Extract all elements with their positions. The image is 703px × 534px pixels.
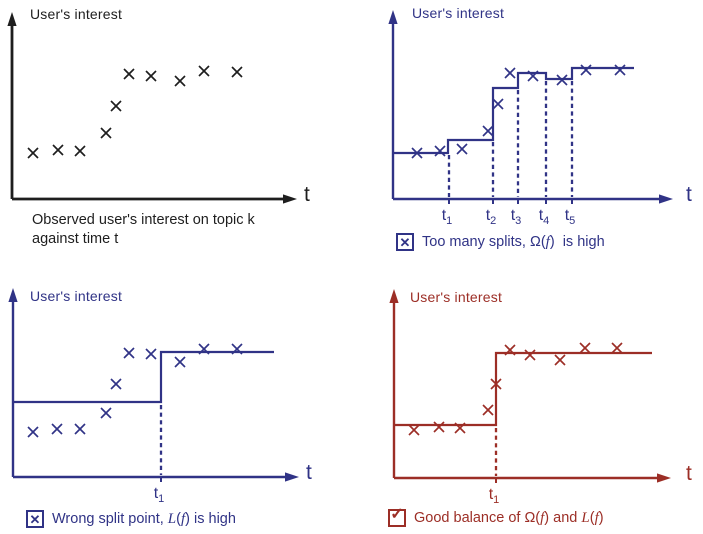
data-point-x-mark: [504, 67, 516, 79]
y-axis-arrow-icon: [7, 12, 17, 26]
x-axis-arrow-icon: [657, 473, 671, 483]
data-point-x-mark: [490, 378, 502, 390]
data-point-x-mark: [231, 66, 243, 78]
data-point-x-mark: [198, 65, 210, 77]
step-function-line: [394, 351, 652, 427]
caption-checkbox-x-icon: ✕: [26, 510, 44, 528]
data-point-x-mark: [433, 421, 445, 433]
data-point-x-mark: [231, 343, 243, 355]
data-point-x-mark: [27, 426, 39, 438]
data-point-x-mark: [524, 349, 536, 361]
caption-good-balance: ✓ Good balance of Ω(f) and L(f): [388, 507, 604, 528]
data-point-x-mark: [611, 342, 623, 354]
ylabel-good-balance: User's interest: [410, 289, 503, 305]
data-point-x-mark: [174, 75, 186, 87]
data-point-x-mark: [145, 348, 157, 360]
caption-observed-line2: against time t: [32, 231, 119, 247]
data-point-x-mark: [110, 100, 122, 112]
data-point-x-mark: [614, 64, 626, 76]
split-label-t4: t4: [539, 207, 550, 227]
xlabel-wrong-split: t: [306, 461, 312, 484]
caption-observed-line1: Observed user's interest on topic k: [32, 212, 255, 228]
xlabel-observed: t: [304, 183, 310, 206]
data-point-x-mark: [454, 422, 466, 434]
caption-checkbox-check-icon: ✓: [388, 507, 406, 527]
data-point-x-mark: [482, 125, 494, 137]
data-point-x-mark: [74, 145, 86, 157]
y-axis-arrow-icon: [388, 10, 398, 24]
caption-observed: Observed user's interest on topic k agai…: [32, 211, 255, 249]
data-point-x-mark: [434, 145, 446, 157]
data-point-x-mark: [456, 143, 468, 155]
data-point-x-mark: [51, 423, 63, 435]
x-axis-arrow-icon: [659, 194, 673, 204]
data-point-x-mark: [145, 70, 157, 82]
ylabel-wrong-split: User's interest: [30, 288, 123, 304]
data-point-x-mark: [123, 68, 135, 80]
split-label-t1: t1: [154, 485, 165, 505]
data-point-x-mark: [174, 356, 186, 368]
panel-good-balance: t1: [389, 289, 671, 506]
data-point-x-mark: [504, 344, 516, 356]
ylabel-observed: User's interest: [30, 6, 123, 22]
data-point-x-mark: [556, 74, 568, 86]
xlabel-too-many-splits: t: [686, 183, 692, 206]
data-point-x-mark: [527, 70, 539, 82]
data-point-x-mark: [408, 424, 420, 436]
data-point-x-mark: [482, 404, 494, 416]
split-label-t5: t5: [565, 207, 576, 227]
caption-checkbox-x-icon: ✕: [396, 233, 414, 251]
y-axis-arrow-icon: [389, 289, 399, 303]
data-point-x-mark: [100, 127, 112, 139]
data-point-x-mark: [411, 147, 423, 159]
split-label-t2: t2: [486, 207, 497, 227]
data-point-x-mark: [74, 423, 86, 435]
data-point-x-mark: [52, 144, 64, 156]
x-axis-arrow-icon: [285, 472, 299, 482]
data-point-x-mark: [100, 407, 112, 419]
data-point-x-mark: [123, 347, 135, 359]
step-function-line: [393, 66, 634, 155]
split-label-t1: t1: [442, 207, 453, 227]
split-label-t3: t3: [511, 207, 522, 227]
data-point-x-mark: [554, 354, 566, 366]
data-point-x-mark: [580, 64, 592, 76]
step-function-line: [13, 350, 274, 404]
caption-too-many-splits: ✕ Too many splits, Ω(f) is high: [396, 232, 605, 252]
panel-too-many-splits: t1 t2 t3 t4 t5: [388, 10, 673, 227]
y-axis-arrow-icon: [8, 288, 18, 302]
data-point-x-mark: [579, 342, 591, 354]
data-point-x-mark: [492, 98, 504, 110]
caption-wrong-split: ✕ Wrong split point, L(f) is high: [26, 509, 236, 529]
xlabel-good-balance: t: [686, 462, 692, 485]
caption-text: Good balance of Ω(f) and L(f): [414, 509, 604, 526]
caption-text: Too many splits, Ω(f) is high: [422, 233, 605, 250]
panel-observed: [7, 12, 297, 204]
data-point-x-mark: [110, 378, 122, 390]
data-point-x-mark: [27, 147, 39, 159]
panel-wrong-split: t1: [8, 288, 299, 505]
data-point-x-mark: [198, 343, 210, 355]
x-axis-arrow-icon: [283, 194, 297, 204]
caption-text: Wrong split point, L(f) is high: [52, 510, 236, 527]
ylabel-too-many-splits: User's interest: [412, 5, 505, 21]
split-label-t1: t1: [489, 486, 500, 506]
